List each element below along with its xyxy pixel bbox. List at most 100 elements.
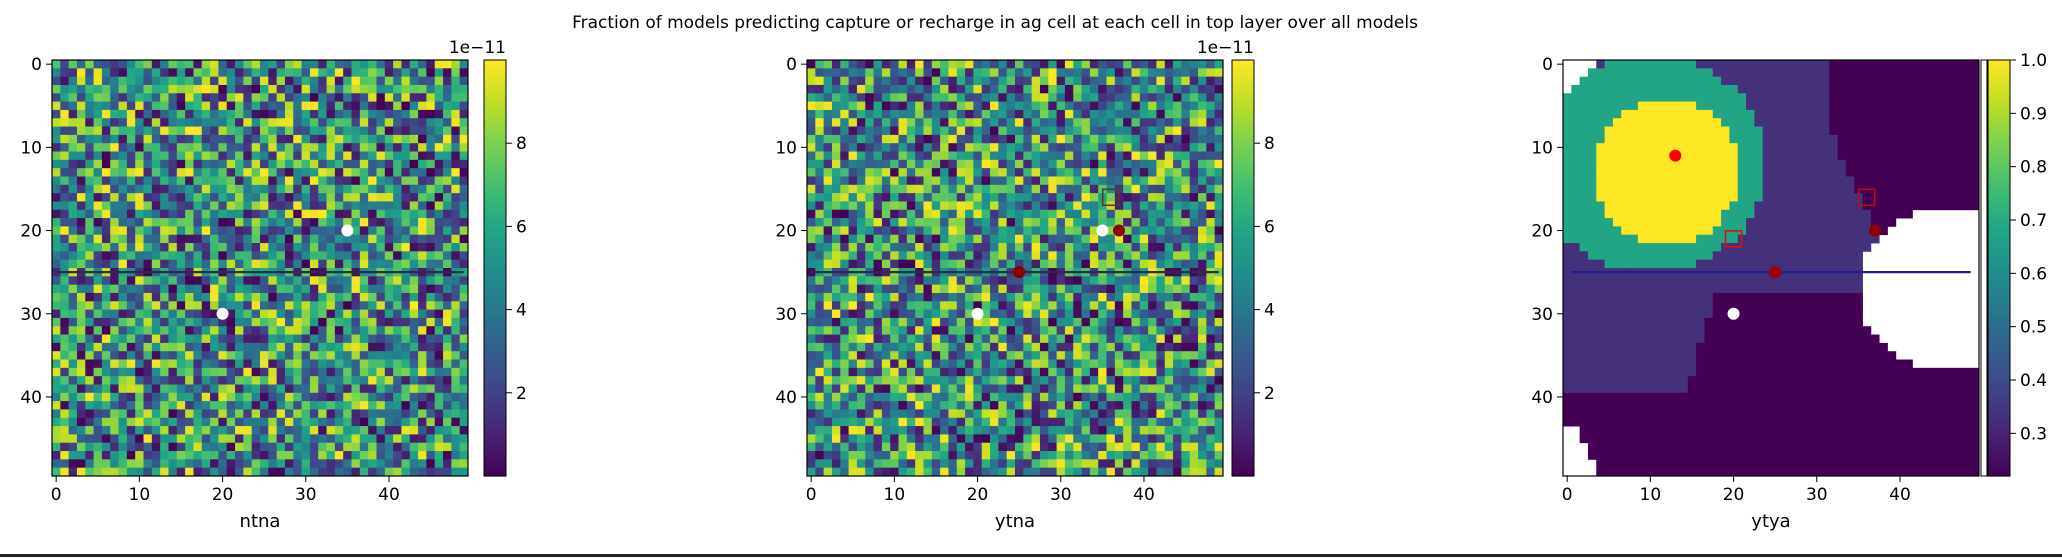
heatmap-cell bbox=[60, 467, 70, 477]
heatmap-cell bbox=[1015, 184, 1024, 194]
heatmap-cell bbox=[368, 367, 377, 377]
heatmap-cell bbox=[334, 309, 344, 319]
heatmap-cell bbox=[856, 76, 866, 86]
colorbar-step bbox=[484, 326, 506, 331]
heatmap-cell bbox=[409, 251, 419, 261]
heatmap-cell bbox=[409, 176, 419, 186]
heatmap-cell bbox=[343, 234, 352, 244]
heatmap-cell bbox=[1098, 417, 1107, 427]
heatmap-cell bbox=[1148, 193, 1157, 202]
heatmap-cell bbox=[368, 68, 377, 78]
heatmap-cell bbox=[1131, 126, 1141, 136]
heatmap-cell bbox=[840, 109, 849, 119]
heatmap-cell bbox=[948, 251, 958, 261]
heatmap-cell bbox=[1031, 201, 1041, 211]
heatmap-cell bbox=[1181, 359, 1191, 369]
heatmap-cell bbox=[940, 126, 949, 136]
heatmap-cell bbox=[368, 459, 377, 469]
heatmap-cell bbox=[384, 459, 394, 469]
heatmap-cell bbox=[260, 84, 269, 94]
heatmap-cell bbox=[1214, 384, 1224, 394]
heatmap-cell bbox=[160, 367, 169, 377]
heatmap-cell bbox=[923, 342, 933, 352]
heatmap-cell bbox=[915, 309, 924, 319]
heatmap-cell bbox=[1206, 176, 1216, 186]
heatmap-cell bbox=[343, 184, 352, 194]
heatmap-cell bbox=[873, 442, 883, 452]
heatmap-cell bbox=[235, 434, 244, 444]
heatmap-cell bbox=[1048, 426, 1057, 435]
heatmap-cell bbox=[890, 184, 899, 194]
heatmap-cell bbox=[831, 367, 841, 377]
heatmap-cell bbox=[1081, 392, 1091, 402]
heatmap-cell bbox=[948, 184, 958, 194]
heatmap-cell bbox=[151, 184, 161, 194]
heatmap-cell bbox=[251, 176, 261, 186]
heatmap-cell bbox=[143, 259, 153, 269]
colorbar-step bbox=[484, 288, 506, 293]
heatmap-cell bbox=[1056, 442, 1066, 452]
heatmap-cell bbox=[160, 401, 169, 410]
heatmap-cell bbox=[948, 134, 958, 144]
heatmap-cell bbox=[393, 68, 402, 78]
heatmap-cell bbox=[940, 401, 949, 410]
heatmap-cell bbox=[284, 93, 294, 102]
heatmap-cell bbox=[1006, 176, 1016, 186]
heatmap-cell bbox=[915, 284, 924, 294]
heatmap-cell bbox=[1181, 292, 1191, 302]
heatmap-cell bbox=[923, 60, 933, 69]
heatmap-cell bbox=[931, 60, 941, 69]
heatmap-cell bbox=[981, 101, 991, 111]
heatmap-cell bbox=[1081, 317, 1091, 327]
heatmap-cell bbox=[118, 60, 128, 69]
heatmap-cell bbox=[418, 334, 427, 344]
heatmap-cell bbox=[1198, 317, 1207, 327]
heatmap-cell bbox=[451, 459, 461, 469]
heatmap-cell bbox=[1123, 243, 1132, 252]
heatmap-cell bbox=[135, 451, 144, 460]
heatmap-cell bbox=[1064, 417, 1074, 427]
heatmap-cell bbox=[376, 392, 386, 402]
heatmap-cell bbox=[193, 251, 203, 261]
colorbar-step bbox=[484, 368, 506, 373]
heatmap-cell bbox=[243, 367, 253, 377]
heatmap-cell bbox=[68, 184, 78, 194]
heatmap-cell bbox=[1081, 259, 1091, 269]
heatmap-cell bbox=[276, 434, 286, 444]
heatmap-cell bbox=[160, 168, 169, 177]
heatmap-cell bbox=[243, 459, 253, 469]
colorbar-step bbox=[484, 417, 506, 422]
heatmap-cell bbox=[201, 259, 211, 269]
heatmap-cell bbox=[293, 226, 302, 236]
heatmap-cell bbox=[135, 401, 144, 410]
heatmap-cell bbox=[1139, 109, 1149, 119]
heatmap-cell bbox=[840, 417, 849, 427]
heatmap-cell bbox=[965, 101, 974, 111]
heatmap-cell bbox=[351, 359, 361, 369]
heatmap-cell bbox=[135, 143, 144, 152]
heatmap-cell bbox=[226, 218, 236, 227]
heatmap-cell bbox=[376, 251, 386, 261]
heatmap-cell bbox=[948, 434, 958, 444]
heatmap-cell bbox=[1031, 176, 1041, 186]
heatmap-cell bbox=[865, 342, 874, 352]
heatmap-cell bbox=[359, 434, 369, 444]
colorbar-step bbox=[484, 396, 506, 401]
heatmap-cell bbox=[309, 151, 319, 161]
heatmap-cell bbox=[1031, 376, 1041, 385]
heatmap-cell bbox=[823, 134, 833, 144]
heatmap-cell bbox=[1006, 301, 1016, 310]
heatmap-cell bbox=[343, 401, 352, 410]
heatmap-cell bbox=[1198, 93, 1207, 102]
heatmap-cell bbox=[343, 351, 352, 360]
heatmap-cell bbox=[1064, 342, 1074, 352]
heatmap-cell bbox=[193, 359, 203, 369]
heatmap-cell bbox=[168, 159, 178, 169]
heatmap-cell bbox=[931, 168, 941, 177]
heatmap-cell bbox=[965, 76, 974, 86]
heatmap-cell bbox=[856, 359, 866, 369]
heatmap-cell bbox=[409, 409, 419, 419]
heatmap-cell bbox=[409, 60, 419, 69]
marker-point bbox=[216, 307, 229, 320]
heatmap-cell bbox=[1206, 317, 1216, 327]
